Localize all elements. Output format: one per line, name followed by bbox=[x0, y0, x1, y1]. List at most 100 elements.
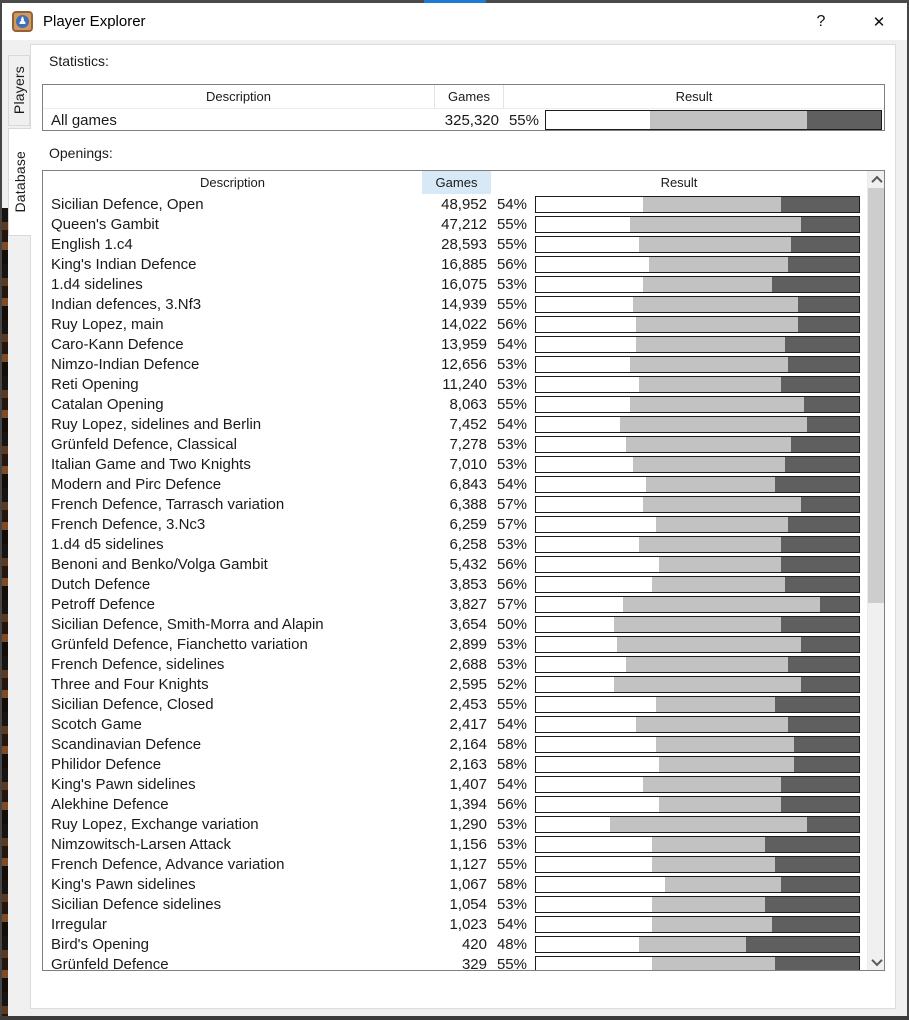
openings-row[interactable]: Bird's Opening 420 48% bbox=[43, 934, 867, 954]
openings-row[interactable]: Nimzo-Indian Defence 12,656 53% bbox=[43, 354, 867, 374]
result-bar-white-segment bbox=[536, 416, 620, 432]
openings-row[interactable]: King's Pawn sidelines 1,407 54% bbox=[43, 774, 867, 794]
openings-row[interactable]: Caro-Kann Defence 13,959 54% bbox=[43, 334, 867, 354]
openings-row[interactable]: Grünfeld Defence, Classical 7,278 53% bbox=[43, 434, 867, 454]
openings-row[interactable]: Three and Four Knights 2,595 52% bbox=[43, 674, 867, 694]
openings-row[interactable]: Sicilian Defence, Smith-Morra and Alapin… bbox=[43, 614, 867, 634]
opening-description-cell: English 1.c4 bbox=[51, 235, 133, 253]
tab-players-label: Players bbox=[11, 66, 27, 115]
opening-description-cell: Irregular bbox=[51, 915, 107, 933]
openings-header-description[interactable]: Description bbox=[199, 175, 266, 190]
title-bar[interactable]: ♟ Player Explorer ? ✕ bbox=[2, 3, 907, 40]
opening-result-cell: 58% bbox=[491, 875, 860, 893]
opening-result-cell: 57% bbox=[491, 495, 860, 513]
opening-games-cell: 1,394 bbox=[449, 795, 487, 813]
openings-row[interactable]: Sicilian Defence, Open 48,952 54% bbox=[43, 194, 867, 214]
opening-games-cell: 6,259 bbox=[449, 515, 487, 533]
opening-result-cell: 58% bbox=[491, 755, 860, 773]
result-bar-white-segment bbox=[536, 376, 640, 392]
statistics-header-games[interactable]: Games bbox=[434, 85, 503, 108]
result-bar-black-segment bbox=[771, 916, 859, 932]
result-bar-draw-segment bbox=[632, 456, 785, 472]
result-bar-black-segment bbox=[781, 876, 859, 892]
openings-row[interactable]: Modern and Pirc Defence 6,843 54% bbox=[43, 474, 867, 494]
openings-row[interactable]: 1.d4 d5 sidelines 6,258 53% bbox=[43, 534, 867, 554]
opening-score-value: 53% bbox=[496, 355, 527, 373]
result-bar-white-segment bbox=[536, 496, 643, 512]
result-bar-white-segment bbox=[536, 236, 640, 252]
openings-row[interactable]: Indian defences, 3.Nf3 14,939 55% bbox=[43, 294, 867, 314]
openings-row[interactable]: Scotch Game 2,417 54% bbox=[43, 714, 867, 734]
openings-row[interactable]: French Defence, Advance variation 1,127 … bbox=[43, 854, 867, 874]
openings-header-result[interactable]: Result bbox=[660, 175, 698, 190]
opening-score-value: 53% bbox=[496, 815, 527, 833]
opening-description-cell: Sicilian Defence, Open bbox=[51, 195, 204, 213]
opening-result-cell: 50% bbox=[491, 615, 860, 633]
opening-description-cell: Philidor Defence bbox=[51, 755, 162, 773]
openings-row[interactable]: Scandinavian Defence 2,164 58% bbox=[43, 734, 867, 754]
result-bar-white-segment bbox=[536, 456, 633, 472]
result-bar-black-segment bbox=[804, 396, 859, 412]
statistics-row-all-games[interactable]: All games 325,320 55% bbox=[43, 109, 884, 131]
tab-players[interactable]: Players bbox=[8, 55, 30, 126]
statistics-score-value: 55% bbox=[508, 111, 539, 129]
statistics-header-description[interactable]: Description bbox=[205, 89, 272, 104]
openings-row[interactable]: Ruy Lopez, Exchange variation 1,290 53% bbox=[43, 814, 867, 834]
openings-row[interactable]: Reti Opening 11,240 53% bbox=[43, 374, 867, 394]
openings-row[interactable]: Grünfeld Defence 329 55% bbox=[43, 954, 867, 970]
openings-row[interactable]: Catalan Opening 8,063 55% bbox=[43, 394, 867, 414]
opening-description-cell: King's Indian Defence bbox=[51, 255, 197, 273]
openings-row[interactable]: Ruy Lopez, sidelines and Berlin 7,452 54… bbox=[43, 414, 867, 434]
scrollbar-thumb[interactable] bbox=[868, 188, 884, 604]
result-bar-draw-segment bbox=[613, 616, 782, 632]
openings-row[interactable]: Nimzowitsch-Larsen Attack 1,156 53% bbox=[43, 834, 867, 854]
scrollbar-down-button[interactable] bbox=[868, 953, 884, 970]
result-bar-white-segment bbox=[536, 676, 614, 692]
openings-row[interactable]: Queen's Gambit 47,212 55% bbox=[43, 214, 867, 234]
opening-games-cell: 6,388 bbox=[449, 495, 487, 513]
openings-row[interactable]: King's Indian Defence 16,885 56% bbox=[43, 254, 867, 274]
openings-row[interactable]: Petroff Defence 3,827 57% bbox=[43, 594, 867, 614]
close-button[interactable]: ✕ bbox=[872, 13, 886, 31]
openings-row[interactable]: Sicilian Defence, Closed 2,453 55% bbox=[43, 694, 867, 714]
openings-row[interactable]: Dutch Defence 3,853 56% bbox=[43, 574, 867, 594]
openings-row[interactable]: Italian Game and Two Knights 7,010 53% bbox=[43, 454, 867, 474]
result-bar-draw-segment bbox=[658, 556, 782, 572]
window-right-border bbox=[907, 0, 909, 1020]
tab-database[interactable]: Database bbox=[8, 128, 31, 236]
openings-row[interactable]: English 1.c4 28,593 55% bbox=[43, 234, 867, 254]
opening-result-cell: 56% bbox=[491, 555, 860, 573]
result-bar bbox=[535, 555, 860, 573]
openings-row[interactable]: Benoni and Benko/Volga Gambit 5,432 56% bbox=[43, 554, 867, 574]
result-bar-white-segment bbox=[536, 936, 640, 952]
openings-row[interactable]: 1.d4 sidelines 16,075 53% bbox=[43, 274, 867, 294]
openings-row[interactable]: Sicilian Defence sidelines 1,054 53% bbox=[43, 894, 867, 914]
openings-row[interactable]: French Defence, 3.Nc3 6,259 57% bbox=[43, 514, 867, 534]
openings-table: Description Games Result Sicilian Defenc… bbox=[42, 170, 885, 971]
openings-row[interactable]: Ruy Lopez, main 14,022 56% bbox=[43, 314, 867, 334]
openings-row[interactable]: King's Pawn sidelines 1,067 58% bbox=[43, 874, 867, 894]
help-button[interactable]: ? bbox=[816, 12, 826, 30]
opening-result-cell: 53% bbox=[491, 815, 860, 833]
openings-row[interactable]: Grünfeld Defence, Fianchetto variation 2… bbox=[43, 634, 867, 654]
statistics-header-result[interactable]: Result bbox=[503, 85, 884, 108]
openings-row[interactable]: Alekhine Defence 1,394 56% bbox=[43, 794, 867, 814]
opening-description-cell: Scandinavian Defence bbox=[51, 735, 202, 753]
vertical-scrollbar[interactable] bbox=[867, 171, 884, 970]
opening-description-cell: Italian Game and Two Knights bbox=[51, 455, 251, 473]
tab-database-label: Database bbox=[12, 151, 28, 213]
result-bar-white-segment bbox=[536, 576, 653, 592]
opening-score-value: 54% bbox=[496, 475, 527, 493]
openings-row[interactable]: Irregular 1,023 54% bbox=[43, 914, 867, 934]
result-bar-black-segment bbox=[794, 736, 859, 752]
openings-row[interactable]: Philidor Defence 2,163 58% bbox=[43, 754, 867, 774]
opening-games-cell: 5,432 bbox=[449, 555, 487, 573]
opening-description-cell: Dutch Defence bbox=[51, 575, 151, 593]
opening-games-cell: 7,010 bbox=[449, 455, 487, 473]
openings-row[interactable]: French Defence, Tarrasch variation 6,388… bbox=[43, 494, 867, 514]
openings-row[interactable]: French Defence, sidelines 2,688 53% bbox=[43, 654, 867, 674]
result-bar-draw-segment bbox=[658, 796, 782, 812]
opening-score-value: 53% bbox=[496, 835, 527, 853]
openings-header-games-sorted[interactable]: Games bbox=[422, 171, 491, 194]
scrollbar-up-button[interactable] bbox=[868, 171, 884, 188]
